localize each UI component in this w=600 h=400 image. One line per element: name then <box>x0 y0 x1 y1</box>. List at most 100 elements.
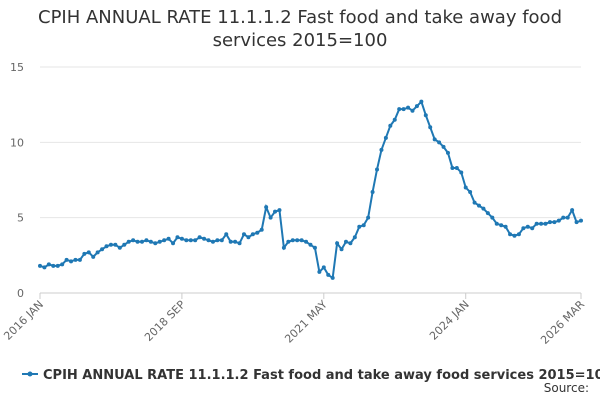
data-point <box>534 221 539 226</box>
data-point <box>126 239 131 244</box>
data-point <box>286 239 291 244</box>
data-point <box>317 269 322 274</box>
data-point <box>419 99 424 104</box>
legend-marker <box>27 371 33 377</box>
data-point <box>224 232 229 237</box>
data-point <box>113 242 118 247</box>
data-point <box>171 241 176 246</box>
x-tick-label: 2024 JAN <box>427 298 472 343</box>
data-point <box>565 215 570 220</box>
data-point <box>184 238 189 243</box>
data-point <box>241 232 246 237</box>
data-point <box>543 221 548 226</box>
data-point <box>188 238 193 243</box>
source: Source: <box>544 381 589 395</box>
data-point <box>459 170 464 175</box>
data-point <box>477 203 482 208</box>
data-point <box>215 238 220 243</box>
x-tick-label: 2021 MAY <box>282 298 330 346</box>
data-point <box>339 247 344 252</box>
data-point <box>454 165 459 170</box>
data-point <box>219 238 224 243</box>
x-tick-label: 2026 MAR <box>538 298 587 347</box>
data-point <box>193 238 198 243</box>
data-point <box>104 244 109 249</box>
y-tick-label: 15 <box>10 61 24 74</box>
data-point <box>326 272 331 277</box>
data-point <box>370 190 375 195</box>
data-point <box>521 226 526 231</box>
x-tick-label: 2018 SEP <box>142 298 188 344</box>
data-point <box>379 147 384 152</box>
data-point <box>264 205 269 210</box>
data-point <box>153 241 158 246</box>
data-point <box>51 263 56 268</box>
data-point <box>552 220 557 225</box>
data-point <box>202 236 207 241</box>
data-point <box>352 235 357 240</box>
data-point <box>539 221 544 226</box>
data-point <box>570 208 575 213</box>
data-point <box>139 239 144 244</box>
data-point <box>308 242 313 247</box>
data-point <box>579 218 583 223</box>
data-point <box>375 167 380 172</box>
data-point <box>428 125 433 130</box>
data-point <box>312 245 317 250</box>
data-point <box>157 239 162 244</box>
data-point <box>162 238 167 243</box>
data-point <box>273 209 278 214</box>
data-point <box>117 245 122 250</box>
data-point <box>64 257 69 262</box>
data-point <box>144 238 149 243</box>
y-tick-label: 10 <box>10 136 24 149</box>
data-point <box>38 263 42 268</box>
data-point <box>410 108 415 113</box>
data-point <box>348 241 353 246</box>
data-point <box>423 113 428 118</box>
data-point <box>445 150 450 155</box>
data-point <box>490 215 495 220</box>
data-point <box>55 263 60 268</box>
data-point <box>547 220 552 225</box>
data-point <box>335 241 340 246</box>
data-point <box>414 104 419 109</box>
data-point <box>392 117 397 122</box>
data-point <box>503 224 508 229</box>
data-point <box>512 233 517 238</box>
data-point <box>357 224 362 229</box>
data-point <box>441 144 446 149</box>
data-point <box>86 250 91 255</box>
data-point <box>148 239 153 244</box>
data-point <box>481 206 486 211</box>
data-point <box>574 220 579 225</box>
data-point <box>277 208 282 213</box>
data-point <box>388 123 393 128</box>
data-point <box>401 107 406 112</box>
data-point <box>268 215 273 220</box>
data-point <box>42 265 47 270</box>
data-point <box>525 224 530 229</box>
data-point <box>210 239 215 244</box>
data-point <box>82 251 87 256</box>
data-point <box>179 236 184 241</box>
data-point <box>330 275 335 280</box>
data-line <box>39 99 582 280</box>
data-point <box>361 223 366 228</box>
data-point <box>437 140 442 145</box>
data-point <box>406 105 411 110</box>
data-point <box>259 227 264 232</box>
data-point <box>91 254 96 259</box>
data-point <box>508 232 513 237</box>
data-point <box>108 242 113 247</box>
data-point <box>131 238 136 243</box>
data-point <box>95 250 100 255</box>
data-point <box>69 259 74 264</box>
data-point <box>530 226 535 231</box>
data-point <box>46 262 51 267</box>
data-point <box>255 230 260 235</box>
chart-title: CPIH ANNUAL RATE 11.1.1.2 Fast food and … <box>38 7 562 51</box>
data-point <box>397 107 402 112</box>
data-point <box>60 262 65 267</box>
data-point <box>166 236 171 241</box>
